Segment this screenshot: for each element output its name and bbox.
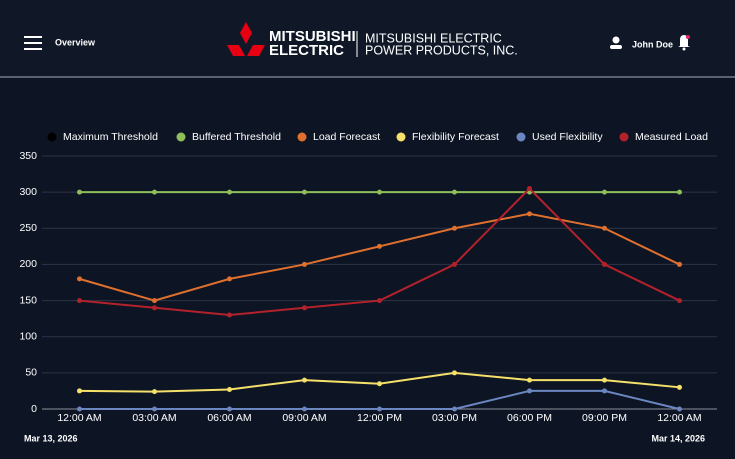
x-tick-label: 12:00 AM <box>57 412 101 424</box>
legend-label: Measured Load <box>635 131 708 143</box>
notification-icon[interactable] <box>678 35 690 51</box>
data-point <box>377 298 382 304</box>
y-tick-label: 250 <box>19 222 37 234</box>
data-point <box>77 388 82 394</box>
y-tick-label: 350 <box>19 150 37 162</box>
date-end: Mar 14, 2026 <box>651 433 705 443</box>
data-point <box>227 386 232 392</box>
logo-text: MITSUBISHI <box>269 28 356 45</box>
x-tick-label: 06:00 PM <box>507 412 552 424</box>
menu-icon[interactable] <box>24 36 42 50</box>
y-tick-label: 200 <box>19 258 37 270</box>
data-point <box>77 189 82 195</box>
data-point <box>602 377 607 383</box>
data-point <box>227 189 232 195</box>
legend-label: Flexibility Forecast <box>412 131 499 143</box>
data-point <box>452 261 457 267</box>
data-point <box>677 261 682 267</box>
data-point <box>302 189 307 195</box>
x-tick-label: 12:00 AM <box>657 412 701 424</box>
x-tick-label: 03:00 PM <box>432 412 477 424</box>
legend-label: Buffered Threshold <box>192 131 281 143</box>
data-point <box>152 305 157 311</box>
data-point <box>227 276 232 282</box>
y-tick-label: 0 <box>31 403 37 415</box>
data-point <box>677 406 682 412</box>
data-point <box>77 298 82 304</box>
data-point <box>152 389 157 395</box>
data-point <box>377 243 382 249</box>
legend-swatch <box>516 132 526 142</box>
data-point <box>152 298 157 304</box>
data-point <box>302 377 307 383</box>
data-point <box>377 381 382 387</box>
data-point <box>227 312 232 318</box>
data-point <box>527 388 532 394</box>
x-tick-label: 09:00 AM <box>282 412 326 424</box>
data-point <box>602 225 607 231</box>
data-point <box>227 406 232 412</box>
user-name[interactable]: John Doe <box>632 39 673 49</box>
legend-swatch <box>619 132 629 142</box>
data-point <box>152 406 157 412</box>
user-icon[interactable] <box>610 36 622 50</box>
data-point <box>602 189 607 195</box>
legend-swatch <box>297 132 307 142</box>
y-tick-label: 150 <box>19 294 37 306</box>
company-name: POWER PRODUCTS, INC. <box>365 43 518 57</box>
x-tick-label: 03:00 AM <box>132 412 176 424</box>
header-bar <box>0 0 735 76</box>
legend-label: Maximum Threshold <box>63 131 158 143</box>
data-point <box>77 276 82 282</box>
legend-label: Used Flexibility <box>532 131 603 143</box>
data-point <box>677 298 682 304</box>
data-point <box>452 370 457 376</box>
legend-label: Load Forecast <box>313 131 380 143</box>
x-tick-label: 09:00 PM <box>582 412 627 424</box>
legend-swatch <box>47 132 57 142</box>
date-start: Mar 13, 2026 <box>24 433 78 443</box>
data-point <box>152 189 157 195</box>
data-point <box>302 261 307 267</box>
data-point <box>677 189 682 195</box>
data-point <box>302 406 307 412</box>
y-tick-label: 300 <box>19 186 37 198</box>
x-tick-label: 06:00 AM <box>207 412 251 424</box>
logo-diamonds <box>227 22 265 56</box>
data-point <box>377 406 382 412</box>
y-tick-label: 50 <box>25 367 37 379</box>
data-point <box>527 377 532 383</box>
legend-swatch <box>396 132 406 142</box>
data-point <box>452 189 457 195</box>
data-point <box>77 406 82 412</box>
data-point <box>677 384 682 390</box>
data-point <box>302 305 307 311</box>
data-point <box>527 211 532 217</box>
y-tick-label: 100 <box>19 330 37 342</box>
data-point <box>602 388 607 394</box>
x-tick-label: 12:00 PM <box>357 412 402 424</box>
legend-swatch <box>176 132 186 142</box>
logo-text: ELECTRIC <box>269 42 344 59</box>
data-point <box>602 261 607 267</box>
data-point <box>527 186 532 192</box>
data-point <box>377 189 382 195</box>
data-point <box>452 225 457 231</box>
data-point <box>452 406 457 412</box>
menu-label[interactable]: Overview <box>55 37 96 47</box>
company-name: MITSUBISHI ELECTRIC <box>365 31 502 45</box>
